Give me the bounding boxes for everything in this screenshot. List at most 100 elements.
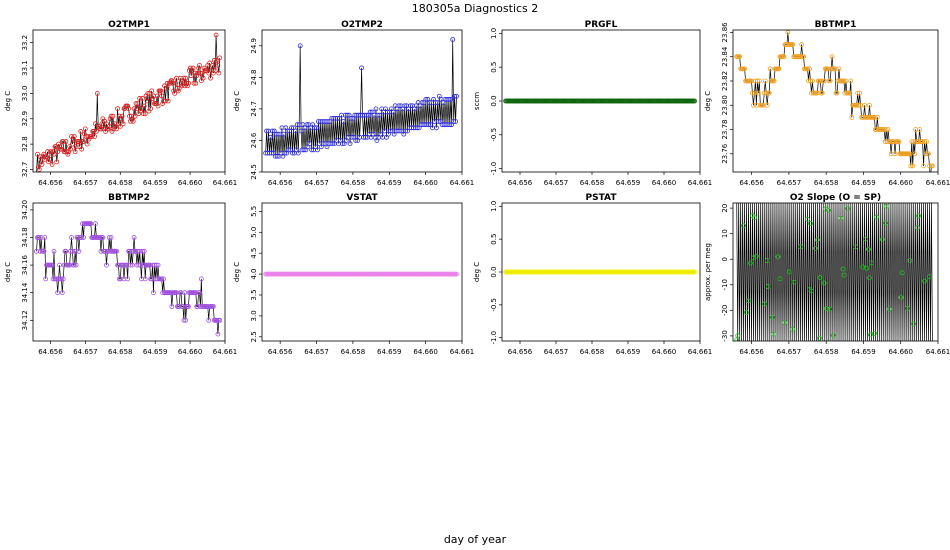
data-point-o2tmp2 xyxy=(353,138,359,143)
series-o2tmp2 xyxy=(263,37,459,159)
data-point-bbtmp2 xyxy=(217,317,223,323)
data-point-bbtmp2 xyxy=(51,248,57,254)
data-point-bbtmp2 xyxy=(68,248,73,254)
data-point-o2slope xyxy=(841,272,847,278)
x-tick-label-o2tmp1: 64.659 xyxy=(143,179,168,187)
data-point-o2tmp2 xyxy=(314,125,319,131)
x-tick-label-vstat: 64.657 xyxy=(304,348,329,356)
data-point-o2tmp1 xyxy=(81,139,86,144)
data-point-o2tmp1 xyxy=(60,139,66,144)
data-point-o2tmp1 xyxy=(117,123,123,129)
data-point-o2tmp2 xyxy=(434,100,440,105)
data-point-o2slope xyxy=(916,213,922,219)
x-tick-label-prgfl: 64.661 xyxy=(688,179,713,187)
x-tick-label-o2tmp1: 64.658 xyxy=(108,179,133,187)
data-point-o2slope xyxy=(769,314,775,320)
data-point-bbtmp1 xyxy=(781,54,787,60)
data-point-o2slope xyxy=(821,280,827,286)
plot-frame-o2slope xyxy=(732,202,939,342)
data-point-bbtmp1 xyxy=(856,102,862,108)
y-tick-label-bbtmp1: 23.86 xyxy=(721,22,729,43)
data-point-bbtmp1 xyxy=(798,54,804,60)
data-point-o2tmp1 xyxy=(180,78,186,84)
y-tick-label-prgfl: 1.0 xyxy=(490,28,498,39)
data-point-bbtmp2 xyxy=(57,262,62,268)
data-point-o2tmp1 xyxy=(82,126,88,132)
panel-title-vstat: VSTAT xyxy=(346,193,378,203)
data-point-bbtmp1 xyxy=(848,78,854,84)
data-point-o2slope xyxy=(873,214,879,220)
y-tick-label-vstat: 3.0 xyxy=(250,310,258,321)
data-point-o2tmp2 xyxy=(349,134,355,140)
plot-frame-bbtmp1 xyxy=(732,29,939,173)
y-tick-label-o2slope: -20 xyxy=(721,305,729,316)
data-point-o2tmp1 xyxy=(161,98,166,104)
data-point-o2tmp1 xyxy=(139,106,144,112)
data-point-bbtmp2 xyxy=(103,248,108,254)
data-point-o2tmp1 xyxy=(134,106,140,112)
data-point-o2tmp1 xyxy=(207,60,213,66)
data-point-o2tmp2 xyxy=(292,128,298,134)
series-line-o2tmp2 xyxy=(265,39,457,157)
data-point-o2slope xyxy=(863,236,868,242)
data-point-bbtmp1 xyxy=(750,90,755,96)
data-point-o2slope xyxy=(770,331,776,337)
data-point-o2tmp2 xyxy=(359,65,364,71)
chart-panel-o2slope: O2 Slope (O = SP) approx. per meg 64.656 64… xyxy=(704,193,950,356)
data-point-o2slope xyxy=(753,253,759,259)
data-point-o2tmp2 xyxy=(297,43,303,49)
data-point-o2tmp1 xyxy=(150,96,155,101)
plot-frame-bbtmp2 xyxy=(32,202,226,342)
panel-title-prgfl: PRGFL xyxy=(585,20,618,30)
data-point-o2tmp1 xyxy=(190,65,196,71)
data-point-o2tmp1 xyxy=(186,68,192,73)
data-point-bbtmp1 xyxy=(762,78,768,84)
data-point-o2slope xyxy=(871,330,877,336)
data-point-o2tmp1 xyxy=(105,126,111,132)
data-point-o2tmp2 xyxy=(285,128,291,134)
data-point-bbtmp2 xyxy=(142,276,148,282)
data-point-bbtmp1 xyxy=(776,66,782,72)
data-point-bbtmp2 xyxy=(136,262,142,268)
x-tick-label-bbtmp2: 64.661 xyxy=(213,348,238,356)
data-point-o2tmp2 xyxy=(295,150,301,156)
data-point-bbtmp2 xyxy=(147,262,153,268)
data-point-o2tmp2 xyxy=(304,122,310,128)
data-point-o2slope xyxy=(816,335,822,341)
data-point-bbtmp2 xyxy=(195,304,201,309)
series-prgfl xyxy=(503,98,697,104)
data-point-bbtmp2 xyxy=(100,235,106,240)
data-point-o2tmp1 xyxy=(120,121,126,127)
data-point-o2tmp1 xyxy=(64,149,70,155)
x-tick-label-bbtmp1: 64.660 xyxy=(888,179,913,187)
series-line-bbtmp1 xyxy=(736,32,933,172)
chart-panel-vstat: VSTAT deg C 64.656 64.657 64.658 64.659 64.660… xyxy=(233,193,474,356)
data-point-bbtmp2 xyxy=(137,248,143,254)
data-point-bbtmp1 xyxy=(805,66,810,72)
y-tick-label-prgfl: 0.0 xyxy=(490,95,498,106)
data-point-bbtmp1 xyxy=(836,66,842,72)
data-point-o2tmp2 xyxy=(274,153,280,159)
series-o2tmp1 xyxy=(35,32,223,172)
data-point-bbtmp1 xyxy=(871,114,877,120)
data-point-bbtmp2 xyxy=(161,276,166,282)
data-point-o2tmp1 xyxy=(118,116,124,122)
data-point-bbtmp1 xyxy=(884,139,890,145)
x-tick-label-prgfl: 64.656 xyxy=(508,179,533,187)
y-tick-label-prgfl: 0.5 xyxy=(490,62,498,73)
data-point-o2tmp2 xyxy=(330,141,336,147)
chart-panel-o2tmp1: O2TMP1 deg C 64.656 64.657 64.658 64.659 64.66… xyxy=(4,20,237,187)
data-point-o2tmp1 xyxy=(185,83,190,89)
data-point-o2tmp1 xyxy=(200,75,206,81)
y-tick-label-bbtmp1: 23.84 xyxy=(721,46,729,67)
data-point-o2slope xyxy=(812,245,818,251)
data-point-o2slope xyxy=(840,266,846,272)
data-point-o2slope xyxy=(786,269,792,275)
data-point-o2tmp2 xyxy=(402,103,408,109)
data-point-o2tmp1 xyxy=(171,88,177,94)
data-point-bbtmp1 xyxy=(807,66,812,72)
y-tick-label-bbtmp1: 23.76 xyxy=(721,143,729,164)
data-point-o2tmp1 xyxy=(71,134,77,139)
x-tick-label-vstat: 64.659 xyxy=(377,348,402,356)
y-tick-label-bbtmp2: 34.20 xyxy=(21,200,29,220)
